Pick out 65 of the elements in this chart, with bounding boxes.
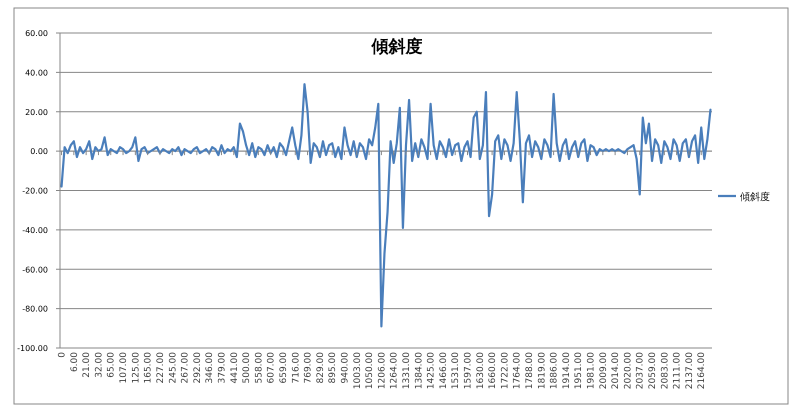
x-tick-label: 2009.00	[598, 352, 609, 390]
y-tick-label: 40.00	[25, 68, 48, 78]
x-tick-label: 1951.00	[574, 352, 584, 390]
x-tick-label: 2111.00	[672, 352, 683, 390]
x-tick-label: 1466.00	[438, 352, 449, 390]
x-tick-label: 1981.00	[586, 352, 597, 390]
x-tick-label: 1384.00	[414, 352, 424, 390]
x-tick-label: 1206.00	[377, 352, 388, 390]
x-tick-label: 1531.00	[451, 352, 462, 390]
y-tick-label: 0.00	[30, 147, 48, 156]
x-tick-label: 125.00	[131, 352, 142, 384]
x-tick-label: 1788.00	[525, 352, 536, 390]
x-tick-label: 267.00	[180, 352, 191, 384]
x-tick-label: 1630.00	[476, 352, 486, 390]
x-tick-label: 227.00	[156, 352, 166, 384]
x-tick-label: 21.00	[82, 352, 92, 378]
x-tick-label: 659.00	[278, 352, 289, 384]
x-tick-label: 2020.00	[623, 352, 634, 390]
x-tick-label: 65.00	[106, 352, 117, 378]
x-tick-label: 558.00	[254, 352, 264, 384]
x-tick-label: 716.00	[291, 352, 302, 384]
x-tick-label: 1914.00	[562, 352, 572, 390]
x-tick-label: 1660.00	[488, 352, 498, 390]
x-tick-label: 1264.00	[390, 352, 400, 390]
x-tick-label: 0	[58, 352, 68, 358]
x-tick-label: 1886.00	[550, 352, 560, 390]
x-tick-label: 32.00	[94, 352, 104, 378]
x-tick-label: 2164.00	[697, 352, 708, 390]
chart-title: 傾斜度	[370, 37, 422, 57]
y-tick-label: -60.00	[22, 265, 48, 274]
x-tick-label: 895.00	[328, 352, 338, 384]
x-tick-label: 1597.00	[464, 352, 474, 390]
x-tick-label: 607.00	[266, 352, 277, 384]
y-tick-label: 60.00	[25, 29, 48, 38]
x-tick-label: 1764.00	[512, 352, 523, 390]
x-tick-label: 1050.00	[365, 352, 376, 390]
y-tick-label: -20.00	[22, 186, 48, 196]
x-tick-label: 1722.00	[500, 352, 510, 390]
x-tick-label: 2037.00	[636, 352, 646, 390]
legend: 傾斜度	[718, 192, 770, 203]
legend-label: 傾斜度	[740, 191, 770, 203]
x-tick-label: 379.00	[217, 352, 228, 384]
x-tick-label: 829.00	[316, 352, 326, 384]
x-tick-label: 2137.00	[684, 352, 695, 390]
x-tick-label: 441.00	[230, 352, 240, 384]
x-tick-label: 245.00	[168, 352, 178, 384]
y-tick-label: 20.00	[25, 108, 48, 117]
x-tick-label: 769.00	[304, 352, 314, 384]
y-tick-label: -100.00	[17, 344, 48, 353]
x-tick-label: 1819.00	[537, 352, 548, 390]
x-tick-label: 6.00	[70, 352, 80, 372]
x-tick-label: 2059.00	[648, 352, 658, 390]
y-tick-label: -80.00	[22, 304, 48, 314]
x-tick-label: 107.00	[119, 352, 130, 384]
x-tick-label: 2014.00	[611, 352, 622, 390]
x-tick-label: 1331.00	[402, 352, 412, 390]
x-tick-label: 292.00	[192, 352, 203, 384]
x-tick-label: 500.00	[242, 352, 252, 384]
x-tick-label: 1425.00	[426, 352, 437, 390]
x-tick-label: 165.00	[144, 352, 154, 384]
y-tick-label: -40.00	[22, 226, 48, 235]
x-tick-label: 346.00	[205, 352, 216, 384]
x-tick-label: 1003.00	[352, 352, 363, 390]
x-tick-label: 940.00	[340, 352, 350, 384]
x-tick-label: 2083.00	[660, 352, 670, 390]
